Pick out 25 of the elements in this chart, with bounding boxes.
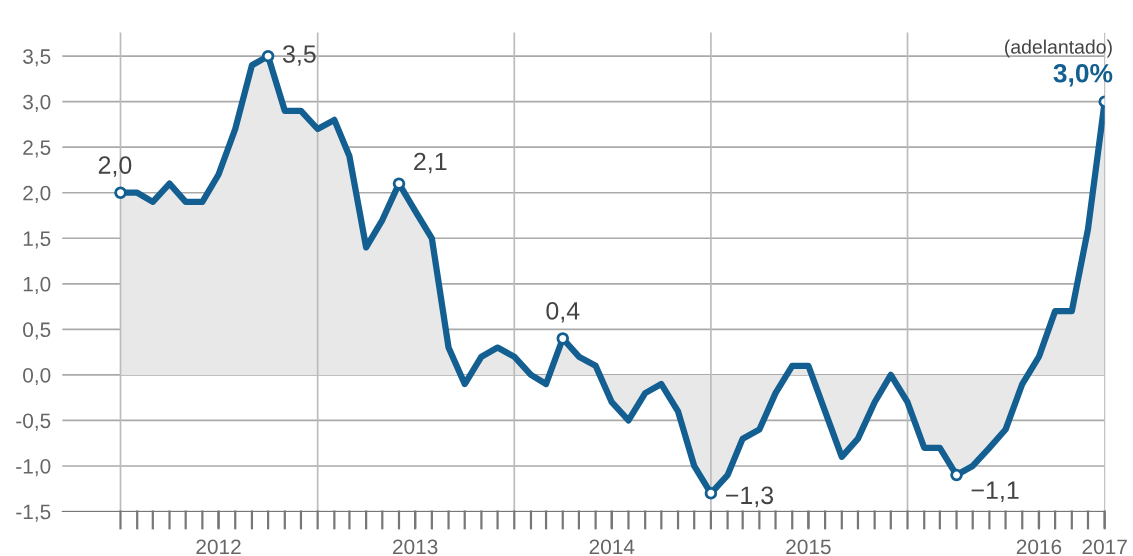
x-tick-label: 2012	[196, 539, 241, 555]
y-tick-label: -0,5	[16, 413, 51, 431]
y-tick-label: 0,5	[23, 322, 51, 340]
y-tick-label: 2,5	[23, 140, 51, 158]
y-tick-label: 3,5	[23, 49, 51, 67]
y-tick-label: 0,0	[23, 367, 51, 386]
x-tick-label: 2014	[589, 539, 635, 555]
x-tick-label: 2015	[786, 539, 831, 555]
y-tick-label: -1,0	[16, 458, 51, 477]
annotation: 3,5	[282, 45, 316, 66]
annotation: −1,1	[971, 481, 1019, 502]
y-tick-label: 3,0	[23, 94, 51, 112]
x-tick-label: 2013	[393, 539, 438, 555]
y-tick-label: 1,5	[23, 231, 51, 249]
y-tick-label: -1,5	[16, 504, 51, 522]
annotation: (adelantado)	[1005, 39, 1112, 58]
x-tick-label: 2016	[1016, 539, 1062, 555]
annotation: 2,1	[414, 152, 447, 174]
y-tick-label: 2,0	[23, 185, 51, 203]
annotation: 3,0%	[1053, 63, 1113, 87]
annotation: 2,0	[98, 156, 132, 177]
annotation: −1,3	[726, 486, 774, 508]
annotation: 0,4	[546, 301, 580, 323]
y-tick-label: 1,0	[23, 276, 51, 295]
x-tick-label: 2017	[1082, 539, 1127, 555]
